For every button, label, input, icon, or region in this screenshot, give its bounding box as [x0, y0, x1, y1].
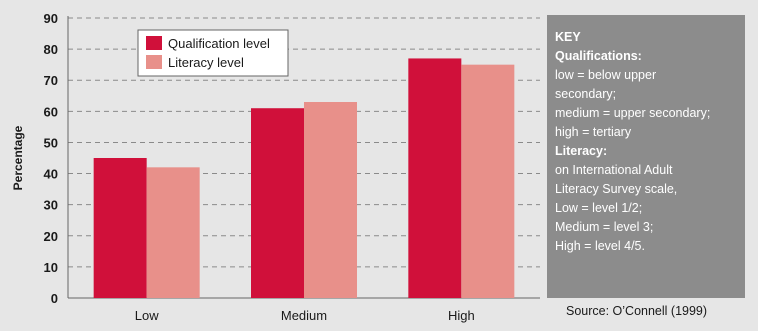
legend: Qualification level Literacy level: [137, 29, 289, 77]
y-tick-label: 90: [44, 11, 58, 26]
y-tick-label: 70: [44, 73, 58, 88]
legend-box: [137, 29, 289, 77]
key-line: Medium = level 3;: [555, 220, 654, 234]
bars: [93, 58, 515, 299]
legend-label: Literacy level: [168, 55, 244, 70]
y-tick-label: 40: [44, 167, 58, 182]
y-tick-label: 80: [44, 42, 58, 57]
bar-qualification-level-medium: [251, 108, 304, 298]
y-tick-label: 30: [44, 198, 58, 213]
key-title: KEY: [555, 30, 581, 44]
bar-literacy-level-high: [461, 64, 515, 299]
x-category-label: Medium: [281, 308, 327, 323]
bar-literacy-level-medium: [304, 102, 357, 298]
y-tick-label: 20: [44, 229, 58, 244]
key-line: medium = upper secondary;: [555, 106, 711, 120]
y-axis-label: Percentage: [11, 125, 25, 190]
key-line: Qualifications:: [555, 49, 642, 63]
bar-qualification-level-high: [408, 58, 462, 298]
key-lines: Qualifications: low = below upper secondar…: [555, 47, 737, 256]
x-category-label: Low: [135, 308, 159, 323]
key-box: KEY Qualifications: low = below upper seco…: [547, 15, 745, 298]
key-line: Low = level 1/2;: [555, 201, 643, 215]
x-axis-categories: Low Medium High: [135, 308, 475, 323]
y-tick-label: 60: [44, 104, 58, 119]
bar-literacy-level-low: [146, 167, 200, 298]
key-line: low = below upper: [555, 68, 657, 82]
bar-chart: 0 10 20 30 40 50 60 70 80 90 Low Medium High Percen…: [11, 11, 540, 323]
legend-swatch: [146, 36, 162, 50]
y-tick-label: 50: [44, 135, 58, 150]
legend-swatch: [146, 55, 162, 69]
key-line: high = tertiary: [555, 125, 632, 139]
x-category-label: High: [448, 308, 475, 323]
legend-label: Qualification level: [168, 36, 270, 51]
key-line: Literacy:: [555, 144, 608, 158]
y-axis-ticks: 0 10 20 30 40 50 60 70 80 90: [44, 11, 58, 306]
y-tick-label: 10: [44, 260, 58, 275]
bar-qualification-level-low: [93, 158, 147, 298]
key-line: Literacy Survey scale,: [555, 182, 678, 196]
y-tick-label: 0: [51, 291, 58, 306]
source-note: Source: O’Connell (1999): [566, 304, 708, 318]
key-line: High = level 4/5.: [555, 239, 645, 253]
key-line: secondary;: [555, 87, 617, 101]
key-line: on International Adult: [555, 163, 673, 177]
